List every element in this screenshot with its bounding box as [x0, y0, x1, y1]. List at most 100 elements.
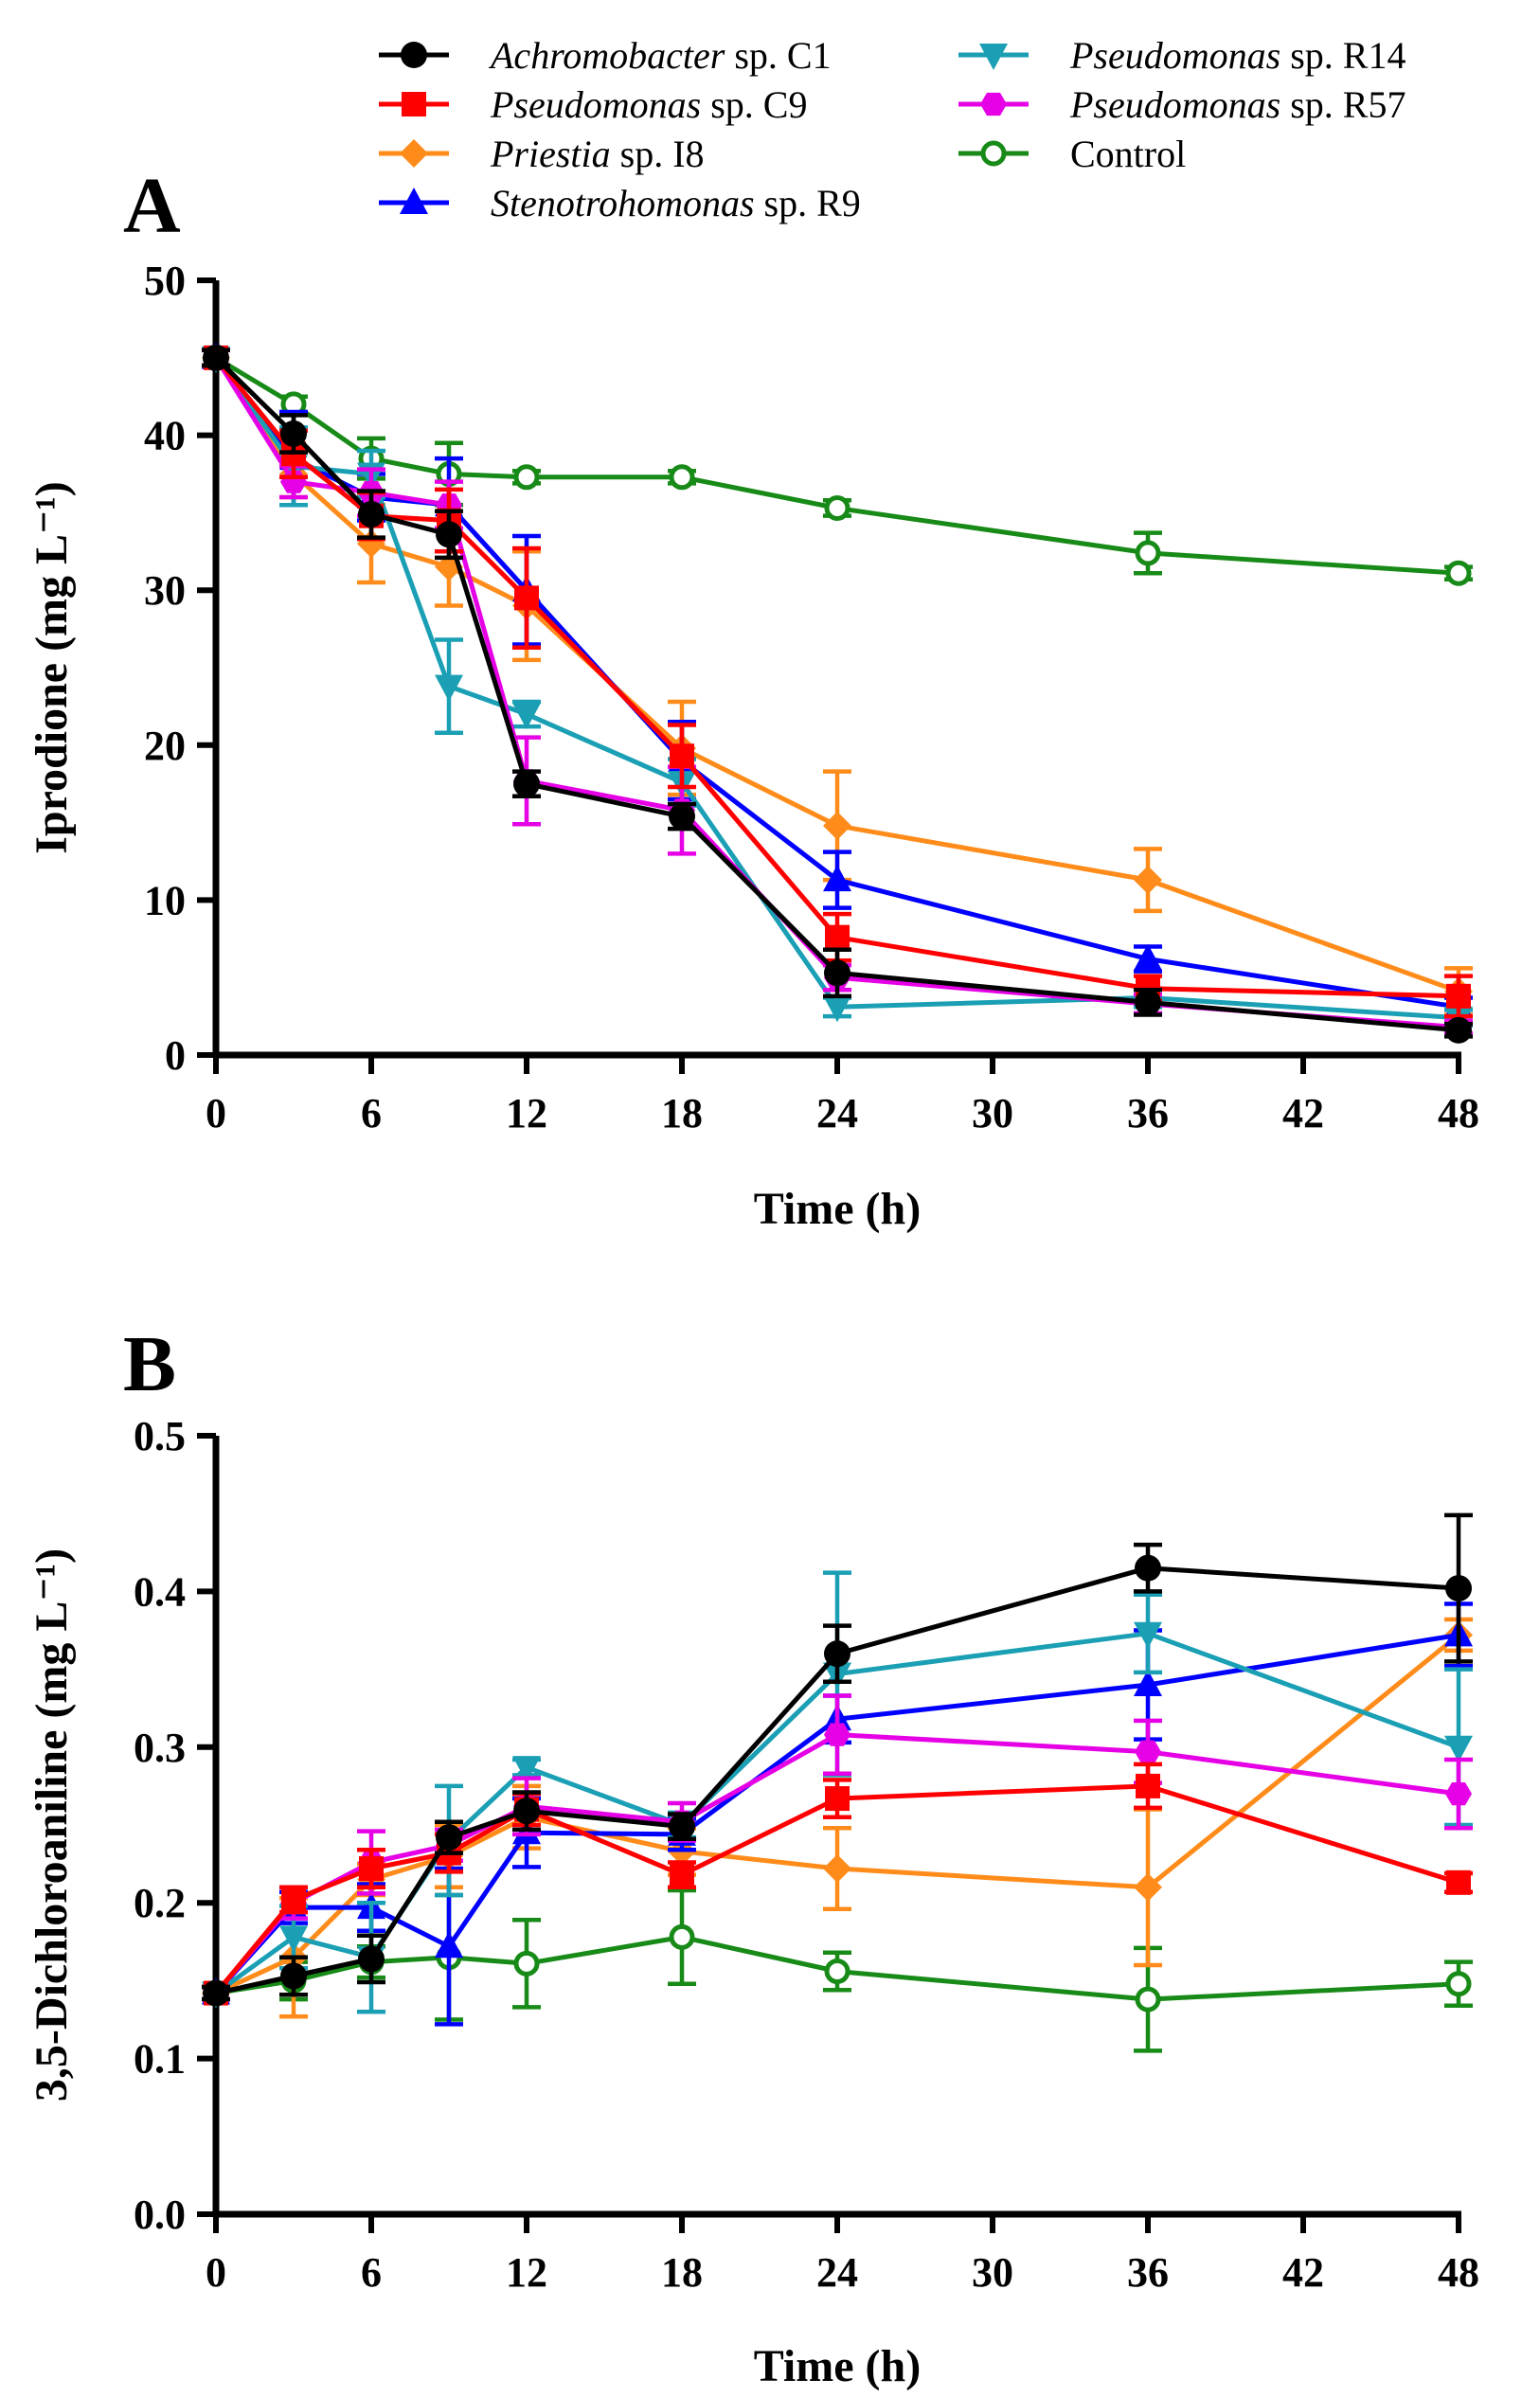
- legend-genus-c9: Pseudomonas: [490, 83, 701, 126]
- x-tick-label-a: 18: [661, 1090, 703, 1136]
- data-point-c1: [280, 420, 307, 447]
- data-point-c9: [670, 1862, 694, 1887]
- y-tick-label-b: 0.3: [134, 1725, 186, 1771]
- legend-marker-c1: [401, 42, 427, 68]
- y-axis-title-a: Iprodione (mg L⁻¹): [27, 481, 77, 854]
- series-c9-a: [202, 345, 1473, 1019]
- data-point-c1: [669, 803, 695, 831]
- legend-marker-r9: [400, 188, 428, 214]
- y-tick-label-a: 50: [144, 258, 186, 304]
- x-tick-label-a: 24: [816, 1090, 858, 1136]
- legend-marker-ctrl: [980, 140, 1007, 167]
- x-tick-label-a: 30: [972, 1090, 1013, 1136]
- x-tick-label-a: 48: [1438, 1090, 1479, 1136]
- y-tick-label-a: 40: [144, 413, 186, 459]
- data-point-r14: [1134, 1621, 1162, 1649]
- y-tick-label-a: 10: [144, 877, 186, 923]
- y-tick-label-a: 30: [144, 567, 186, 614]
- y-tick-label-b: 0.2: [134, 1880, 186, 1926]
- legend-label-c9: Pseudomonas sp. C9: [490, 83, 807, 126]
- x-tick-label-b: 48: [1438, 2249, 1479, 2296]
- x-axis-title-b: Time (h): [754, 2341, 921, 2391]
- legend-item-r14: Pseudomonas sp. R14: [958, 34, 1406, 77]
- legend-label-ctrl: Control: [1070, 133, 1186, 175]
- x-tick-label-a: 36: [1127, 1090, 1169, 1136]
- x-tick-label-b: 6: [361, 2249, 382, 2296]
- data-point-c1: [1135, 1554, 1161, 1582]
- legend-label-r9: Stenotrohomonas sp. R9: [491, 182, 861, 224]
- legend-marker-r57: [980, 92, 1007, 116]
- y-axis-title-b: 3,5-Dichloroaniline (mg L⁻¹): [27, 1548, 77, 2102]
- legend: Achromobacter sp. C1 Pseudomonas sp. C9 Pr…: [379, 34, 1406, 224]
- data-point-c9: [281, 1887, 306, 1912]
- data-point-i8: [823, 1854, 851, 1884]
- data-point-c1: [358, 501, 385, 528]
- data-point-r57: [824, 1723, 851, 1746]
- data-point-ctrl: [1445, 1971, 1472, 1997]
- data-point-c9: [514, 585, 539, 611]
- data-point-ctrl: [513, 1950, 540, 1977]
- data-point-c1: [203, 1979, 229, 2007]
- data-point-c1: [280, 1962, 307, 1990]
- panel-letter-b: B: [123, 1320, 176, 1408]
- data-point-c9: [825, 924, 850, 950]
- x-tick-label-b: 42: [1282, 2249, 1324, 2296]
- legend-genus-c1: Achromobacter: [488, 34, 725, 77]
- legend-rest-i8: sp. I8: [611, 133, 705, 175]
- series-c1-b: [202, 1512, 1473, 2007]
- data-point-ctrl: [824, 494, 851, 521]
- legend-genus-r9: Stenotrohomonas: [491, 182, 755, 224]
- legend-item-r57: Pseudomonas sp. R57: [958, 83, 1406, 126]
- data-point-r14: [279, 1925, 308, 1953]
- data-point-c9: [1136, 1773, 1160, 1798]
- data-point-c9: [1446, 983, 1471, 1009]
- data-point-c9: [359, 1856, 384, 1882]
- legend-genus-r14: Pseudomonas: [1069, 34, 1280, 77]
- legend-item-c1: Achromobacter sp. C1: [379, 34, 832, 77]
- data-point-ctrl: [1445, 560, 1472, 586]
- data-point-r9: [435, 1931, 463, 1959]
- legend-marker-c9: [402, 92, 426, 116]
- data-point-r9: [1134, 943, 1162, 971]
- data-point-c1: [358, 1945, 385, 1973]
- x-tick-label-a: 6: [361, 1090, 382, 1136]
- data-point-ctrl: [824, 1959, 851, 1985]
- y-tick-label-a: 20: [144, 723, 186, 769]
- x-tick-label-b: 24: [816, 2249, 858, 2296]
- panel-letter-a: A: [123, 162, 181, 250]
- x-tick-label-a: 0: [206, 1090, 226, 1136]
- legend-rest-c9: sp. C9: [701, 83, 807, 126]
- legend-item-r9: Stenotrohomonas sp. R9: [379, 182, 861, 224]
- legend-item-ctrl: Control: [958, 133, 1186, 175]
- legend-marker-r14: [979, 44, 1008, 70]
- series-c1-a: [202, 344, 1473, 1044]
- legend-genus-r57: Pseudomonas: [1069, 83, 1280, 126]
- data-point-ctrl: [669, 464, 695, 491]
- data-point-r14: [435, 674, 463, 702]
- data-point-r14: [512, 1756, 541, 1783]
- y-tick-label-a: 0: [165, 1032, 186, 1079]
- data-point-ctrl: [1135, 540, 1161, 566]
- data-point-c9: [1446, 1869, 1471, 1895]
- legend-rest-r14: sp. R14: [1280, 34, 1406, 77]
- legend-rest-r57: sp. R57: [1280, 83, 1406, 126]
- data-point-c9: [670, 743, 694, 769]
- x-tick-label-b: 30: [972, 2249, 1013, 2296]
- legend-rest-c1: sp. C1: [725, 34, 831, 77]
- data-point-c1: [1445, 1575, 1472, 1602]
- legend-marker-i8: [400, 139, 428, 168]
- legend-item-c9: Pseudomonas sp. C9: [379, 83, 807, 126]
- data-point-i8: [1134, 866, 1162, 895]
- data-point-r14: [823, 995, 851, 1023]
- legend-label-r14: Pseudomonas sp. R14: [1069, 34, 1406, 77]
- x-tick-label-a: 42: [1282, 1090, 1324, 1136]
- data-point-c1: [436, 521, 462, 548]
- data-point-r57: [1445, 1782, 1472, 1806]
- x-tick-label-b: 12: [506, 2249, 547, 2296]
- data-point-c1: [669, 1813, 695, 1840]
- data-point-c1: [436, 1824, 462, 1851]
- data-point-r9: [823, 865, 851, 892]
- y-tick-label-b: 0.1: [134, 2036, 186, 2083]
- data-point-c1: [1135, 989, 1161, 1016]
